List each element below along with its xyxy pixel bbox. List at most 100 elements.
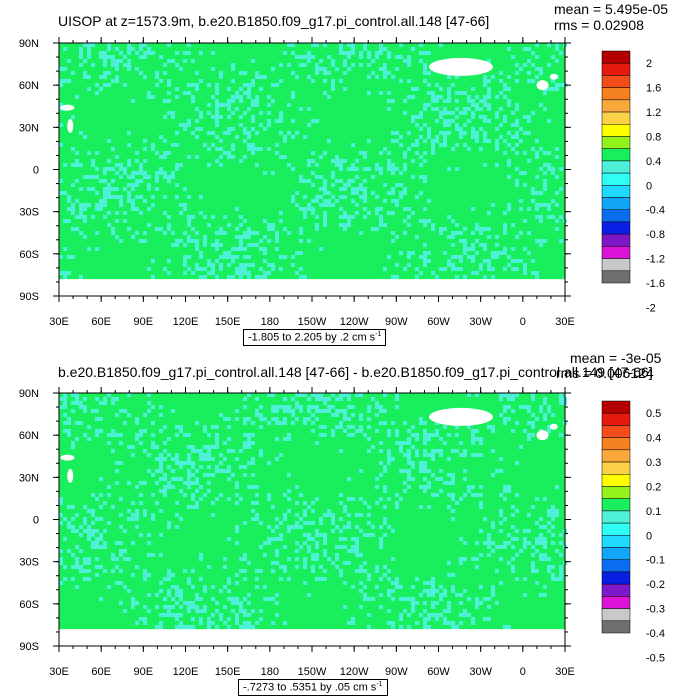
- field-cell: [431, 143, 435, 147]
- field-cell: [243, 569, 247, 573]
- field-cell: [131, 207, 135, 211]
- field-cell: [399, 43, 403, 47]
- field-cell: [291, 43, 295, 47]
- field-cell: [463, 239, 467, 243]
- field-cell: [459, 621, 463, 625]
- field-cell: [111, 401, 115, 405]
- field-cell: [475, 135, 479, 139]
- field-cell: [319, 433, 323, 437]
- field-cell: [255, 231, 259, 235]
- field-cell: [435, 429, 439, 433]
- field-cell: [59, 67, 63, 71]
- field-cell: [115, 565, 119, 569]
- field-cell: [151, 259, 155, 263]
- field-cell: [463, 91, 467, 95]
- field-cell: [307, 417, 311, 421]
- field-cell: [187, 609, 191, 613]
- field-cell: [447, 573, 451, 577]
- field-cell: [247, 147, 251, 151]
- field-cell: [171, 231, 175, 235]
- field-cell: [335, 413, 339, 417]
- field-cell: [427, 581, 431, 585]
- field-cell: [263, 585, 267, 589]
- field-cell: [351, 585, 355, 589]
- field-cell: [235, 581, 239, 585]
- field-cell: [447, 505, 451, 509]
- field-cell: [387, 191, 391, 195]
- field-cell: [507, 397, 511, 401]
- field-cell: [275, 143, 279, 147]
- field-cell: [307, 505, 311, 509]
- field-cell: [295, 405, 299, 409]
- field-cell: [295, 203, 299, 207]
- field-cell: [415, 139, 419, 143]
- field-cell: [555, 59, 559, 63]
- field-cell: [231, 143, 235, 147]
- chart-title: UISOP at z=1573.9m, b.e20.B1850.f09_g17.…: [58, 13, 490, 29]
- field-cell: [515, 119, 519, 123]
- field-cell: [187, 461, 191, 465]
- field-cell: [419, 421, 423, 425]
- field-cell: [135, 151, 139, 155]
- field-cell: [483, 597, 487, 601]
- field-cell: [79, 401, 83, 405]
- field-cell: [311, 429, 315, 433]
- field-cell: [395, 433, 399, 437]
- field-cell: [239, 275, 243, 279]
- field-cell: [95, 545, 99, 549]
- field-cell: [363, 195, 367, 199]
- field-cell: [427, 589, 431, 593]
- field-cell: [71, 529, 75, 533]
- field-cell: [67, 521, 71, 525]
- field-cell: [539, 517, 543, 521]
- field-cell: [559, 167, 563, 171]
- field-cell: [111, 231, 115, 235]
- field-cell: [447, 167, 451, 171]
- field-cell: [471, 493, 475, 497]
- field-cell: [531, 413, 535, 417]
- field-cell: [71, 255, 75, 259]
- field-cell: [75, 513, 79, 517]
- field-cell: [163, 577, 167, 581]
- field-cell: [475, 103, 479, 107]
- field-cell: [319, 59, 323, 63]
- field-cell: [307, 203, 311, 207]
- field-cell: [231, 111, 235, 115]
- field-cell: [119, 553, 123, 557]
- field-cell: [303, 215, 307, 219]
- field-cell: [131, 175, 135, 179]
- field-cell: [399, 191, 403, 195]
- field-cell: [447, 481, 451, 485]
- field-cell: [227, 597, 231, 601]
- field-cell: [247, 255, 251, 259]
- field-cell: [219, 469, 223, 473]
- field-cell: [339, 47, 343, 51]
- field-cell: [207, 465, 211, 469]
- field-cell: [323, 211, 327, 215]
- field-cell: [343, 59, 347, 63]
- field-cell: [359, 183, 363, 187]
- field-cell: [427, 127, 431, 131]
- field-cell: [59, 107, 63, 111]
- field-cell: [151, 51, 155, 55]
- field-cell: [167, 83, 171, 87]
- field-cell: [451, 243, 455, 247]
- field-cell: [443, 441, 447, 445]
- field-cell: [163, 441, 167, 445]
- field-cell: [143, 159, 147, 163]
- field-cell: [395, 397, 399, 401]
- field-cell: [475, 239, 479, 243]
- field-cell: [179, 425, 183, 429]
- field-cell: [515, 509, 519, 513]
- field-cell: [547, 163, 551, 167]
- field-cell: [295, 271, 299, 275]
- field-cell: [343, 413, 347, 417]
- field-cell: [219, 103, 223, 107]
- field-cell: [235, 529, 239, 533]
- field-cell: [335, 199, 339, 203]
- field-cell: [111, 147, 115, 151]
- field-cell: [487, 263, 491, 267]
- colorbar: 21.61.20.80.40-0.4-0.8-1.2-1.6-2: [601, 50, 665, 314]
- colorbar-swatch: [601, 172, 631, 186]
- field-cell: [387, 255, 391, 259]
